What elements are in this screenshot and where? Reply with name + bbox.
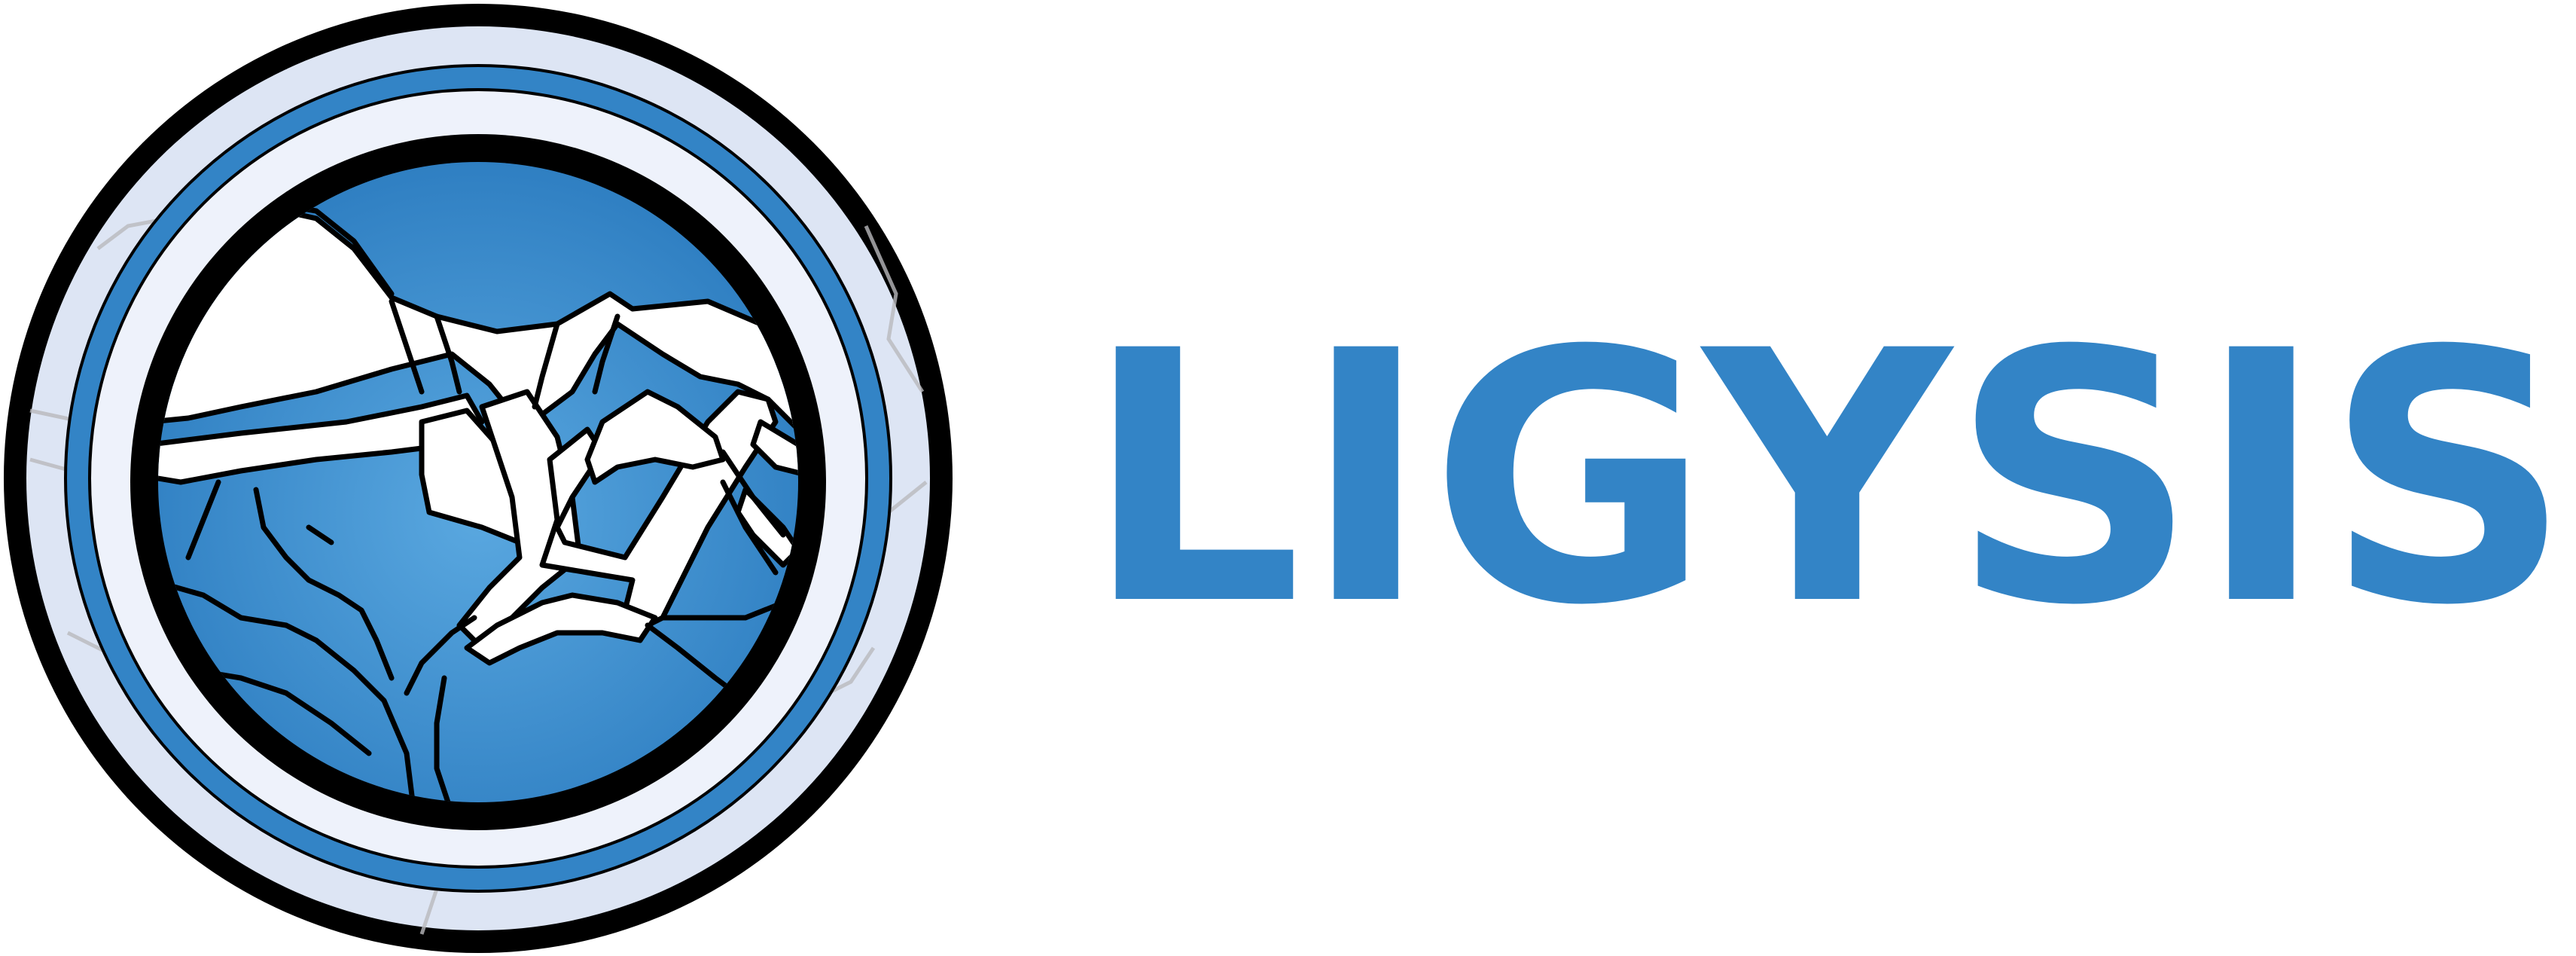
protein-globe-icon	[4, 4, 953, 953]
protein-structure	[158, 185, 798, 802]
wordmark-text: LIGYSIS	[1084, 298, 2571, 659]
wordmark-logo: LIGYSIS	[1084, 298, 2571, 659]
